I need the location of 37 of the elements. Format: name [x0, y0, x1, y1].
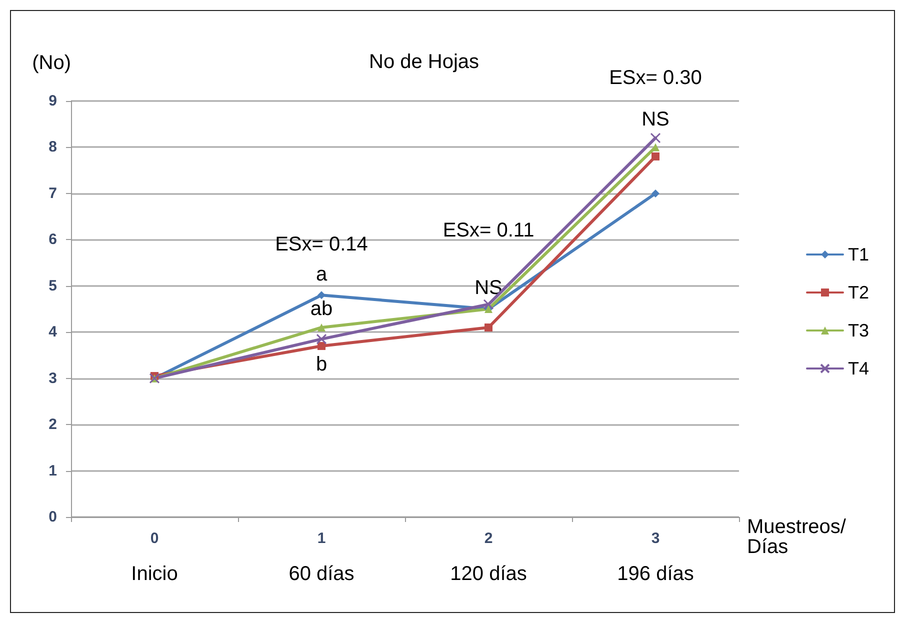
annotation: ab — [310, 298, 333, 320]
x-tick-label: 3 196 días — [617, 530, 694, 585]
y-tick-label: 5 — [48, 277, 57, 294]
y-tick-label: 3 — [48, 370, 57, 387]
point — [652, 189, 660, 198]
annotation: b — [316, 353, 328, 376]
y-tick-label: 6 — [48, 231, 57, 248]
point — [318, 291, 326, 300]
annotation: NS — [474, 277, 502, 300]
point — [316, 334, 327, 344]
y-tick-label: 1 — [48, 462, 57, 480]
chart-title: No de Hojas — [369, 51, 480, 73]
point — [483, 299, 494, 310]
x-axis-title: Muestreos/ Días — [747, 516, 846, 558]
point — [318, 323, 326, 332]
y-tick-label: 8 — [48, 138, 57, 156]
legend-label: T1 — [848, 244, 870, 264]
x-tick-label: 2 120 días — [450, 530, 527, 585]
legend-label: T4 — [848, 358, 870, 378]
legend-label: T2 — [848, 282, 870, 302]
y-tick-label: 4 — [48, 324, 58, 341]
annotation: NS — [642, 108, 670, 130]
point — [484, 323, 492, 332]
y-tick-label: 9 — [48, 92, 57, 110]
point — [318, 342, 326, 350]
annotation: ESx= 0.14 — [275, 233, 368, 256]
y-axis-title: (No) — [32, 52, 71, 74]
x-tick-label: 1 60 días — [288, 530, 354, 585]
legend-label: T3 — [848, 320, 870, 340]
y-tick-label: 0 — [48, 508, 57, 526]
annotation: ESx= 0.11 — [442, 219, 534, 242]
y-tick-label: 7 — [48, 184, 57, 202]
y-tick-label: 2 — [48, 416, 57, 434]
text: ESx= 0.30 — [609, 66, 702, 89]
point — [652, 152, 660, 160]
x-tick-label: 0 Inicio — [131, 530, 178, 585]
annotation: a — [316, 263, 328, 286]
